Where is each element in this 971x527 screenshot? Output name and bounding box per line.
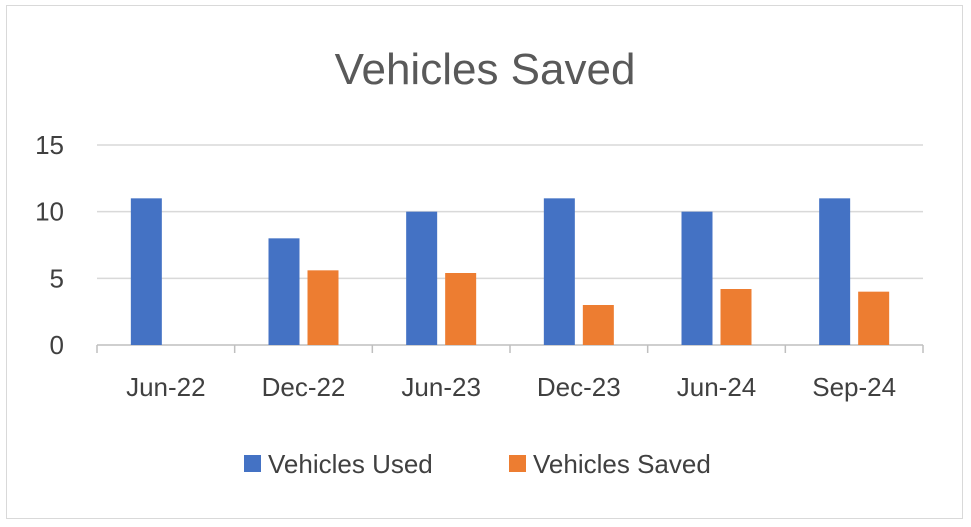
bar-vehicles-saved xyxy=(445,273,477,345)
bars xyxy=(130,198,890,345)
y-tick-label: 5 xyxy=(50,263,64,293)
chart-title: Vehicles Saved xyxy=(335,45,636,94)
gridlines xyxy=(97,144,923,280)
y-tick-label: 0 xyxy=(50,330,64,360)
x-tick-label: Jun-24 xyxy=(677,372,757,402)
x-tick-label: Dec-22 xyxy=(262,372,346,402)
bar-vehicles-used xyxy=(130,198,162,345)
x-axis xyxy=(96,344,924,353)
x-tick-label: Jun-23 xyxy=(401,372,481,402)
y-tick-label: 15 xyxy=(35,130,64,160)
legend-swatch xyxy=(244,455,261,472)
legend-label: Vehicles Used xyxy=(268,449,433,479)
bar-vehicles-used xyxy=(406,211,438,345)
bar-vehicles-used xyxy=(681,211,713,345)
bar-vehicles-saved xyxy=(582,305,614,345)
bar-vehicles-used xyxy=(268,238,300,345)
y-axis-ticks: 0 5 10 15 xyxy=(35,130,64,360)
x-tick-label: Jun-22 xyxy=(126,372,206,402)
chart-frame xyxy=(6,5,963,519)
legend-label: Vehicles Saved xyxy=(533,449,711,479)
legend-swatch xyxy=(509,455,526,472)
bar-vehicles-saved xyxy=(858,291,890,345)
bar-vehicles-saved xyxy=(307,270,339,345)
x-axis-ticks: Jun-22 Dec-22 Jun-23 Dec-23 Jun-24 Sep-24 xyxy=(126,372,896,402)
y-tick-label: 10 xyxy=(35,197,64,227)
legend: Vehicles Used Vehicles Saved xyxy=(244,449,711,479)
bar-vehicles-used xyxy=(543,198,575,345)
bar-vehicles-used xyxy=(819,198,851,345)
x-tick-label: Sep-24 xyxy=(812,372,896,402)
bar-vehicles-saved xyxy=(720,289,752,345)
x-tick-label: Dec-23 xyxy=(537,372,621,402)
